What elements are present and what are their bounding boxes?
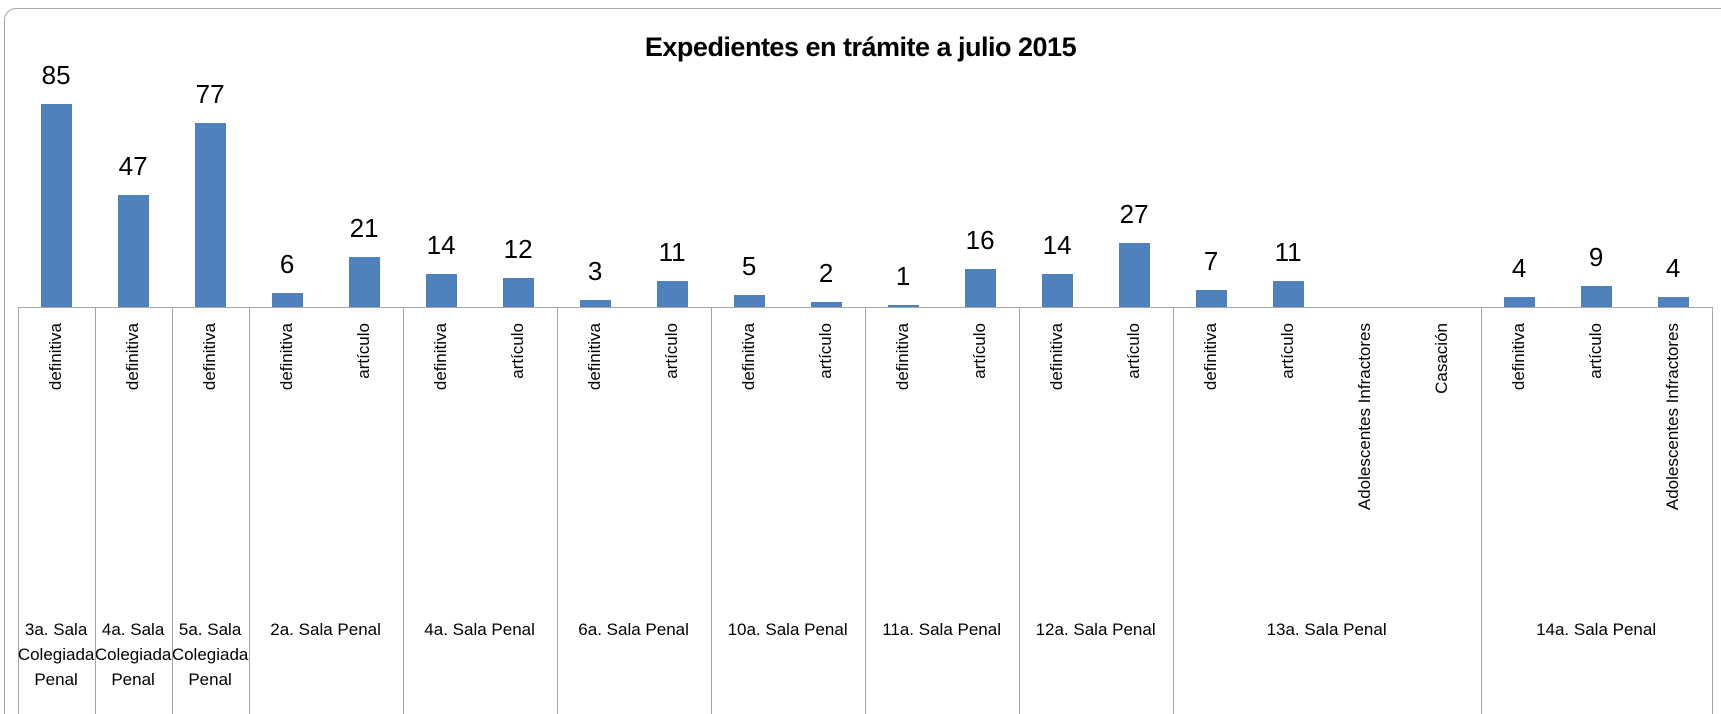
data-label: 27: [1119, 198, 1149, 229]
group-label: 4a. Sala Colegiada Penal: [94, 620, 172, 689]
data-label: 7: [1203, 246, 1219, 277]
data-label: 6: [279, 248, 295, 279]
category-label: definitiva: [1509, 323, 1529, 391]
category-label: artículo: [816, 323, 836, 379]
data-label: 47: [118, 150, 148, 181]
data-label: 5: [741, 251, 757, 282]
category-label: Adolescentes Infractores: [1663, 323, 1683, 511]
group-divider: [556, 307, 558, 714]
bar: [194, 123, 226, 307]
bar: [1041, 273, 1073, 307]
category-label: artículo: [354, 323, 374, 379]
group-divider: [864, 307, 866, 714]
bar: [656, 280, 688, 307]
category-label: definitiva: [431, 323, 451, 391]
bar: [579, 299, 611, 307]
category-label: definitiva: [739, 323, 759, 391]
category-label: artículo: [1124, 323, 1144, 379]
data-label: 11: [658, 236, 686, 267]
data-label: 3: [587, 255, 603, 286]
data-label: 9: [1588, 241, 1604, 272]
data-label: 12: [503, 234, 533, 265]
category-label: definitiva: [893, 323, 913, 391]
category-label: Adolescentes Infractores: [1355, 323, 1375, 511]
bar: [810, 302, 842, 307]
group-label: 5a. Sala Colegiada Penal: [171, 620, 249, 689]
group-divider: [94, 307, 96, 714]
data-label: 1: [895, 260, 911, 291]
category-label: artículo: [970, 323, 990, 379]
bar: [1195, 290, 1227, 307]
bar: [1580, 285, 1612, 307]
data-label: 4: [1665, 253, 1681, 284]
category-label: definitiva: [1201, 323, 1221, 391]
category-label: Casación: [1432, 323, 1452, 394]
group-label: 11a. Sala Penal: [882, 620, 1001, 639]
data-label: 85: [41, 60, 71, 90]
group-label: 2a. Sala Penal: [270, 620, 381, 639]
data-label: 14: [426, 229, 456, 260]
group-divider: [402, 307, 404, 714]
category-label: definitiva: [277, 323, 297, 391]
group-label: 13a. Sala Penal: [1266, 620, 1387, 639]
data-label: 11: [1274, 236, 1302, 267]
group-divider: [248, 307, 250, 714]
bar: [117, 194, 149, 307]
category-label: definitiva: [46, 323, 66, 391]
bar: [733, 295, 765, 307]
chart-title: Expedientes en trámite a julio 2015: [644, 32, 1077, 62]
bar: [1657, 297, 1689, 307]
category-label: definitiva: [585, 323, 605, 391]
group-label: 10a. Sala Penal: [727, 620, 848, 639]
group-label: 6a. Sala Penal: [578, 620, 689, 639]
bar: [887, 304, 919, 307]
category-label: artículo: [1586, 323, 1606, 379]
group-label: 14a. Sala Penal: [1536, 620, 1657, 639]
category-label: definitiva: [200, 323, 220, 391]
group-divider: [1711, 307, 1713, 714]
bar: [425, 273, 457, 307]
bar: [348, 256, 380, 307]
group-label: 4a. Sala Penal: [424, 620, 535, 639]
category-label: artículo: [508, 323, 528, 379]
data-label: 2: [818, 258, 834, 289]
category-label: definitiva: [123, 323, 143, 391]
data-label: 16: [965, 224, 995, 255]
group-label: 3a. Sala Colegiada Penal: [17, 620, 95, 689]
bar: [40, 104, 72, 307]
group-divider: [710, 307, 712, 714]
data-label: 4: [1511, 253, 1527, 284]
chart-frame: [4, 8, 1721, 714]
category-label: artículo: [1278, 323, 1298, 379]
group-divider: [1480, 307, 1482, 714]
category-label: definitiva: [1047, 323, 1067, 391]
group-divider: [17, 307, 19, 714]
bar: [964, 268, 996, 307]
group-divider: [1172, 307, 1174, 714]
bar: [1503, 297, 1535, 307]
bar: [502, 278, 534, 307]
group-label: 12a. Sala Penal: [1035, 620, 1156, 639]
data-label: 21: [349, 212, 379, 243]
data-label: 14: [1042, 229, 1072, 260]
data-label: 77: [195, 79, 225, 110]
bar: [271, 292, 303, 307]
group-divider: [1018, 307, 1020, 714]
category-label: artículo: [662, 323, 682, 379]
bar: [1118, 242, 1150, 307]
group-divider: [171, 307, 173, 714]
bar: [1272, 280, 1304, 307]
